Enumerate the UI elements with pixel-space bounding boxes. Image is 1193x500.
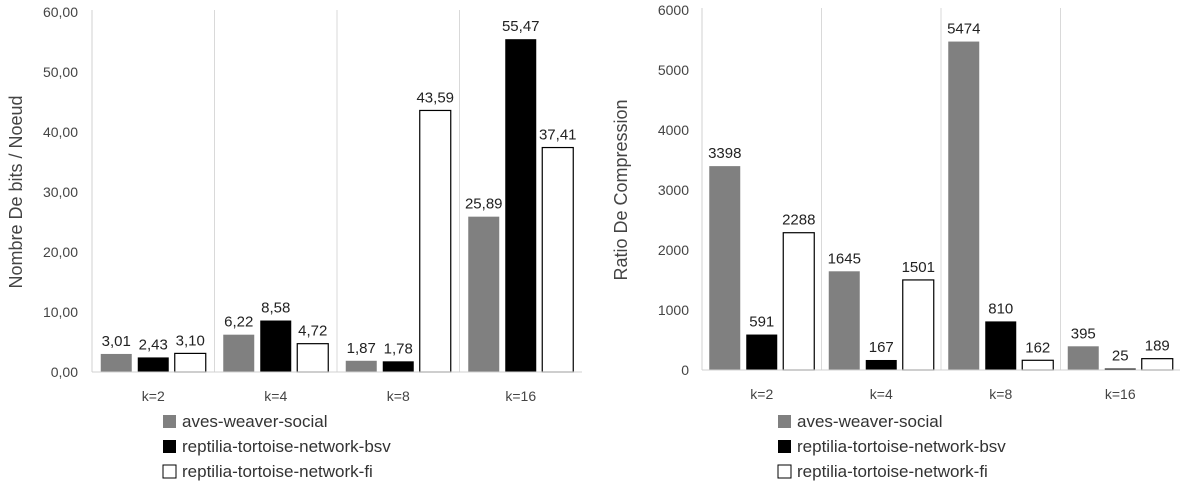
data-label: 395 bbox=[1071, 325, 1096, 342]
y-tick-label: 0,00 bbox=[51, 364, 78, 380]
bar-reptilia-tortoise-network-bsv bbox=[137, 357, 169, 372]
bar-reptilia-tortoise-network-bsv bbox=[985, 321, 1017, 370]
x-tick-label: k=16 bbox=[505, 388, 536, 404]
bar-reptilia-tortoise-network-bsv bbox=[746, 334, 778, 370]
data-label: 55,47 bbox=[502, 18, 540, 35]
x-tick-label: k=4 bbox=[264, 388, 287, 404]
data-label: 1,78 bbox=[384, 340, 413, 357]
y-axis-title: Nombre De bits / Noeud bbox=[6, 95, 26, 288]
data-label: 3,10 bbox=[176, 332, 205, 349]
y-tick-label: 4000 bbox=[658, 122, 689, 138]
bar-reptilia-tortoise-network-bsv bbox=[382, 361, 414, 372]
bits-per-node-chart: 0,00 10,00 20,00 30,00 40,00 50,00 60,00 Nombre… bbox=[6, 4, 582, 481]
bar-reptilia-tortoise-network-fi bbox=[541, 146, 574, 373]
legend-entry: aves-weaver-social bbox=[797, 412, 943, 431]
y-tick-label: 3000 bbox=[658, 182, 689, 198]
x-tick-label: k=8 bbox=[387, 388, 410, 404]
data-label: 189 bbox=[1145, 338, 1170, 355]
bar-aves-weaver-social bbox=[709, 166, 741, 370]
legend-entry: reptilia-tortoise-network-fi bbox=[797, 462, 988, 481]
y-tick-label: 2000 bbox=[658, 242, 689, 258]
data-label: 1645 bbox=[828, 250, 861, 267]
bar-reptilia-tortoise-network-fi bbox=[1141, 358, 1174, 371]
data-label: 6,22 bbox=[224, 314, 253, 331]
bar-reptilia-tortoise-network-fi bbox=[1021, 359, 1054, 371]
x-tick-label: k=2 bbox=[750, 386, 773, 402]
y-tick-label: 40,00 bbox=[43, 124, 78, 140]
data-label: 1501 bbox=[902, 259, 935, 276]
bar-reptilia-tortoise-network-fi bbox=[902, 279, 935, 371]
data-label: 5474 bbox=[947, 21, 980, 38]
legend-swatch bbox=[778, 415, 791, 428]
y-tick-label: 20,00 bbox=[43, 244, 78, 260]
bar-aves-weaver-social bbox=[828, 271, 860, 370]
data-label: 3,01 bbox=[102, 333, 131, 350]
data-label: 167 bbox=[869, 339, 894, 356]
bar-reptilia-tortoise-network-fi bbox=[174, 352, 207, 373]
data-label: 4,72 bbox=[298, 323, 327, 340]
y-tick-label: 6000 bbox=[658, 2, 689, 18]
y-tick-label: 5000 bbox=[658, 62, 689, 78]
x-tick-label: k=16 bbox=[1105, 386, 1136, 402]
bar-reptilia-tortoise-network-fi bbox=[419, 109, 452, 373]
bar-reptilia-tortoise-network-fi bbox=[296, 343, 329, 373]
data-label: 8,58 bbox=[261, 300, 290, 317]
bar-aves-weaver-social bbox=[223, 334, 255, 372]
y-tick-label: 0 bbox=[681, 362, 689, 378]
data-label: 43,59 bbox=[416, 89, 454, 106]
bar-reptilia-tortoise-network-bsv bbox=[505, 39, 537, 373]
data-label: 591 bbox=[749, 314, 774, 331]
x-tick-label: k=8 bbox=[989, 386, 1012, 402]
data-label: 25 bbox=[1112, 348, 1129, 365]
bar-aves-weaver-social bbox=[1067, 346, 1099, 370]
data-label: 25,89 bbox=[465, 196, 503, 213]
data-label: 1,87 bbox=[347, 340, 376, 357]
data-label: 2,43 bbox=[139, 336, 168, 353]
bar-aves-weaver-social bbox=[948, 41, 980, 371]
data-label: 810 bbox=[988, 300, 1013, 317]
bar-aves-weaver-social bbox=[345, 360, 377, 372]
compression-ratio-chart: 0 1000 2000 3000 4000 5000 6000 Ratio De Compre… bbox=[611, 2, 1180, 481]
bar-reptilia-tortoise-network-bsv bbox=[260, 320, 292, 372]
bar-reptilia-tortoise-network-bsv bbox=[865, 359, 897, 370]
y-tick-label: 30,00 bbox=[43, 184, 78, 200]
data-label: 162 bbox=[1025, 339, 1050, 356]
legend-entry: aves-weaver-social bbox=[182, 412, 328, 431]
legend-entry: reptilia-tortoise-network-bsv bbox=[182, 437, 391, 456]
data-label: 2288 bbox=[782, 212, 815, 229]
legend-swatch bbox=[777, 464, 792, 479]
bar-reptilia-tortoise-network-bsv bbox=[1104, 368, 1136, 370]
legend-entry: reptilia-tortoise-network-fi bbox=[182, 462, 373, 481]
legend-swatch bbox=[162, 464, 177, 479]
y-axis-title: Ratio De Compression bbox=[611, 99, 631, 280]
data-label: 3398 bbox=[708, 145, 741, 162]
y-tick-label: 10,00 bbox=[43, 304, 78, 320]
y-tick-label: 60,00 bbox=[43, 4, 78, 20]
data-label: 37,41 bbox=[539, 127, 577, 144]
bar-aves-weaver-social bbox=[468, 216, 500, 372]
x-tick-label: k=4 bbox=[870, 386, 893, 402]
legend-entry: reptilia-tortoise-network-bsv bbox=[797, 437, 1006, 456]
x-tick-label: k=2 bbox=[142, 388, 165, 404]
y-tick-label: 1000 bbox=[658, 302, 689, 318]
bar-aves-weaver-social bbox=[100, 353, 132, 372]
legend-swatch bbox=[163, 415, 176, 428]
y-tick-label: 50,00 bbox=[43, 64, 78, 80]
bar-reptilia-tortoise-network-fi bbox=[782, 232, 815, 371]
legend-swatch bbox=[163, 440, 176, 453]
legend-swatch bbox=[778, 440, 791, 453]
